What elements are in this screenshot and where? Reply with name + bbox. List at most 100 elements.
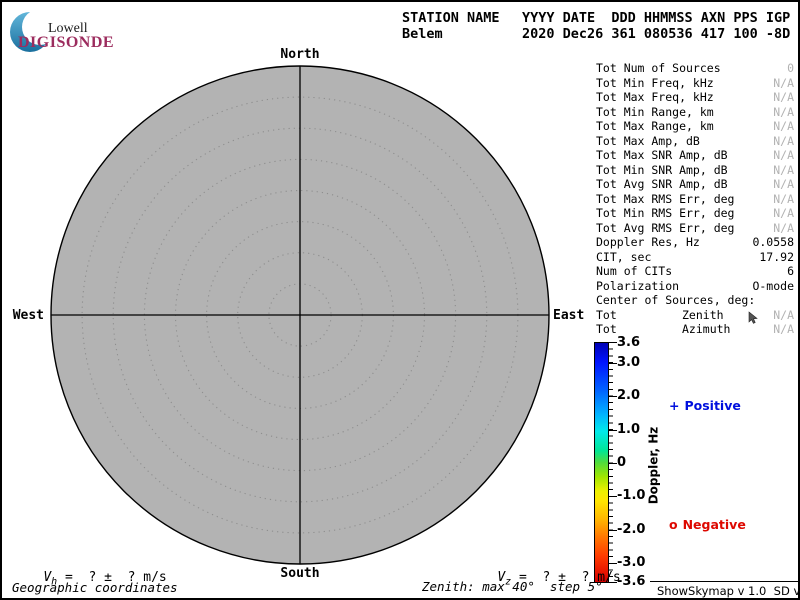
stat-value: 6 (787, 264, 794, 278)
compass-west-label: West (12, 308, 44, 323)
stat-row: Tot Zenith N/A (596, 308, 794, 323)
stat-sublabel: Azimuth (682, 322, 731, 336)
stat-row: Tot Max Freq, kHz N/A (596, 90, 794, 105)
stat-value: N/A (773, 322, 794, 336)
vz-subscript: z (505, 576, 512, 588)
stat-row: Center of Sources, deg: (596, 293, 794, 308)
colorbar-major-tick (609, 396, 617, 397)
stat-value: 0 (787, 61, 794, 75)
stat-value: N/A (773, 104, 794, 119)
header-columns-value: 2020 Dec26 361 080536 417 100 -8D (522, 26, 791, 42)
stat-row: Tot Num of Sources 0 (596, 61, 794, 76)
doppler-colorbar (594, 342, 609, 583)
legend-negative-label: Negative (682, 517, 746, 532)
colorbar-major-tick (609, 430, 617, 431)
vh-symbol: V (43, 570, 52, 585)
stat-row: Tot Min Range, km N/A (596, 105, 794, 120)
stat-label: CIT, sec (596, 249, 652, 264)
colorbar-tick-label: 3.0 (617, 355, 641, 370)
stat-label: Tot Min Freq, kHz (596, 75, 714, 90)
stat-value: N/A (773, 119, 794, 133)
stat-label: Center of Sources, deg: (596, 293, 756, 307)
stat-row: Num of CITs 6 (596, 264, 794, 279)
vertical-velocity-readout: Vz = ? ± ? m/s (466, 555, 621, 598)
stat-value: 17.92 (759, 249, 794, 264)
stat-label: Tot Max SNR Amp, dB (596, 148, 728, 162)
logo-text-lowell: Lowell (48, 21, 88, 36)
legend-negative: o Negative (669, 517, 746, 532)
stat-value: N/A (773, 206, 794, 220)
colorbar-tick-label: -3.6 (617, 574, 646, 589)
zenith-scale-label: Zenith: max 40° step 5° (422, 579, 603, 594)
stat-value: N/A (773, 133, 794, 148)
stat-value: N/A (773, 148, 794, 162)
stat-value: N/A (773, 162, 794, 177)
colorbar-tick-label: 0 (617, 455, 627, 470)
stat-value: N/A (773, 220, 794, 235)
stat-row: Polarization O-mode (596, 279, 794, 294)
logo-text-digisonde: DIGISONDE (18, 34, 115, 51)
stat-label: Num of CITs (596, 264, 673, 278)
version-label: ShowSkymap v 1.0 SD v 5.1 (657, 584, 800, 598)
vz-symbol: V (497, 570, 506, 585)
colorbar-tick-label: -3.0 (617, 555, 646, 570)
colorbar-tick-label: -1.0 (617, 488, 646, 503)
colorbar-major-tick (609, 530, 617, 531)
stat-row: Tot Avg SNR Amp, dB N/A (596, 177, 794, 192)
horizontal-velocity-readout: Vh = ? ± ? m/s (12, 555, 167, 598)
colorbar-major-tick (609, 363, 617, 364)
stat-label: Polarization (596, 278, 680, 293)
stat-label: Doppler Res, Hz (596, 235, 700, 249)
stat-label: Tot Min Range, km (596, 104, 714, 119)
stat-value: N/A (773, 191, 794, 206)
circle-marker-icon: o (669, 517, 678, 532)
colorbar-major-tick (609, 563, 617, 564)
stat-row: Tot Azimuth N/A (596, 322, 794, 337)
stat-row: Tot Min RMS Err, deg N/A (596, 206, 794, 221)
stat-row: Tot Avg RMS Err, deg N/A (596, 221, 794, 236)
stat-label: Tot (596, 322, 617, 336)
stat-value: N/A (773, 177, 794, 191)
colorbar-axis-title: Doppler, Hz (646, 426, 661, 505)
stat-sublabel: Zenith (682, 307, 724, 322)
colorbar-tick-label: 2.0 (617, 388, 641, 403)
colorbar-tick-label: 1.0 (617, 422, 641, 437)
stat-value: O-mode (752, 278, 794, 293)
stat-row: Tot Max Range, km N/A (596, 119, 794, 134)
stat-label: Tot Max Freq, kHz (596, 90, 714, 104)
statistics-panel: Tot Num of Sources 0 Tot Min Freq, kHz N/A… (596, 61, 794, 337)
colorbar-major-tick (609, 342, 617, 343)
compass-north-label: North (280, 47, 320, 62)
vh-value: = ? ± ? m/s (57, 570, 167, 585)
stat-value: N/A (773, 307, 794, 322)
colorbar-major-tick (609, 496, 617, 497)
stat-label: Tot Avg SNR Amp, dB (596, 177, 728, 191)
stat-label: Tot Min SNR Amp, dB (596, 162, 728, 177)
coordinates-mode-label: Geographic coordinates (12, 580, 178, 595)
vh-subscript: h (51, 576, 58, 588)
stat-row: CIT, sec 17.92 (596, 250, 794, 265)
colorbar-tick-label: -2.0 (617, 522, 646, 537)
stat-row: Tot Max SNR Amp, dB N/A (596, 148, 794, 163)
lowell-digisonde-logo-icon (10, 9, 58, 52)
stat-value: 0.0558 (752, 235, 794, 249)
colorbar-tick-label: 3.6 (617, 335, 641, 350)
compass-south-label: South (280, 566, 320, 581)
stat-row: Tot Max Amp, dB N/A (596, 134, 794, 149)
stat-label: Tot Min RMS Err, deg (596, 206, 735, 220)
stat-row: Tot Min Freq, kHz N/A (596, 76, 794, 91)
stat-label: Tot (596, 307, 617, 322)
version-separator-line (650, 581, 798, 582)
stat-label: Tot Max Range, km (596, 119, 714, 133)
legend-positive: + Positive (669, 398, 741, 413)
colorbar-major-tick (609, 463, 617, 464)
stat-label: Tot Max RMS Err, deg (596, 191, 735, 206)
stat-label: Tot Num of Sources (596, 61, 721, 75)
legend-positive-label: Positive (684, 398, 741, 413)
stat-row: Tot Min SNR Amp, dB N/A (596, 163, 794, 178)
compass-east-label: East (553, 308, 585, 323)
vz-value: = ? ± ? m/s (511, 570, 621, 585)
stat-label: Tot Avg RMS Err, deg (596, 220, 735, 235)
